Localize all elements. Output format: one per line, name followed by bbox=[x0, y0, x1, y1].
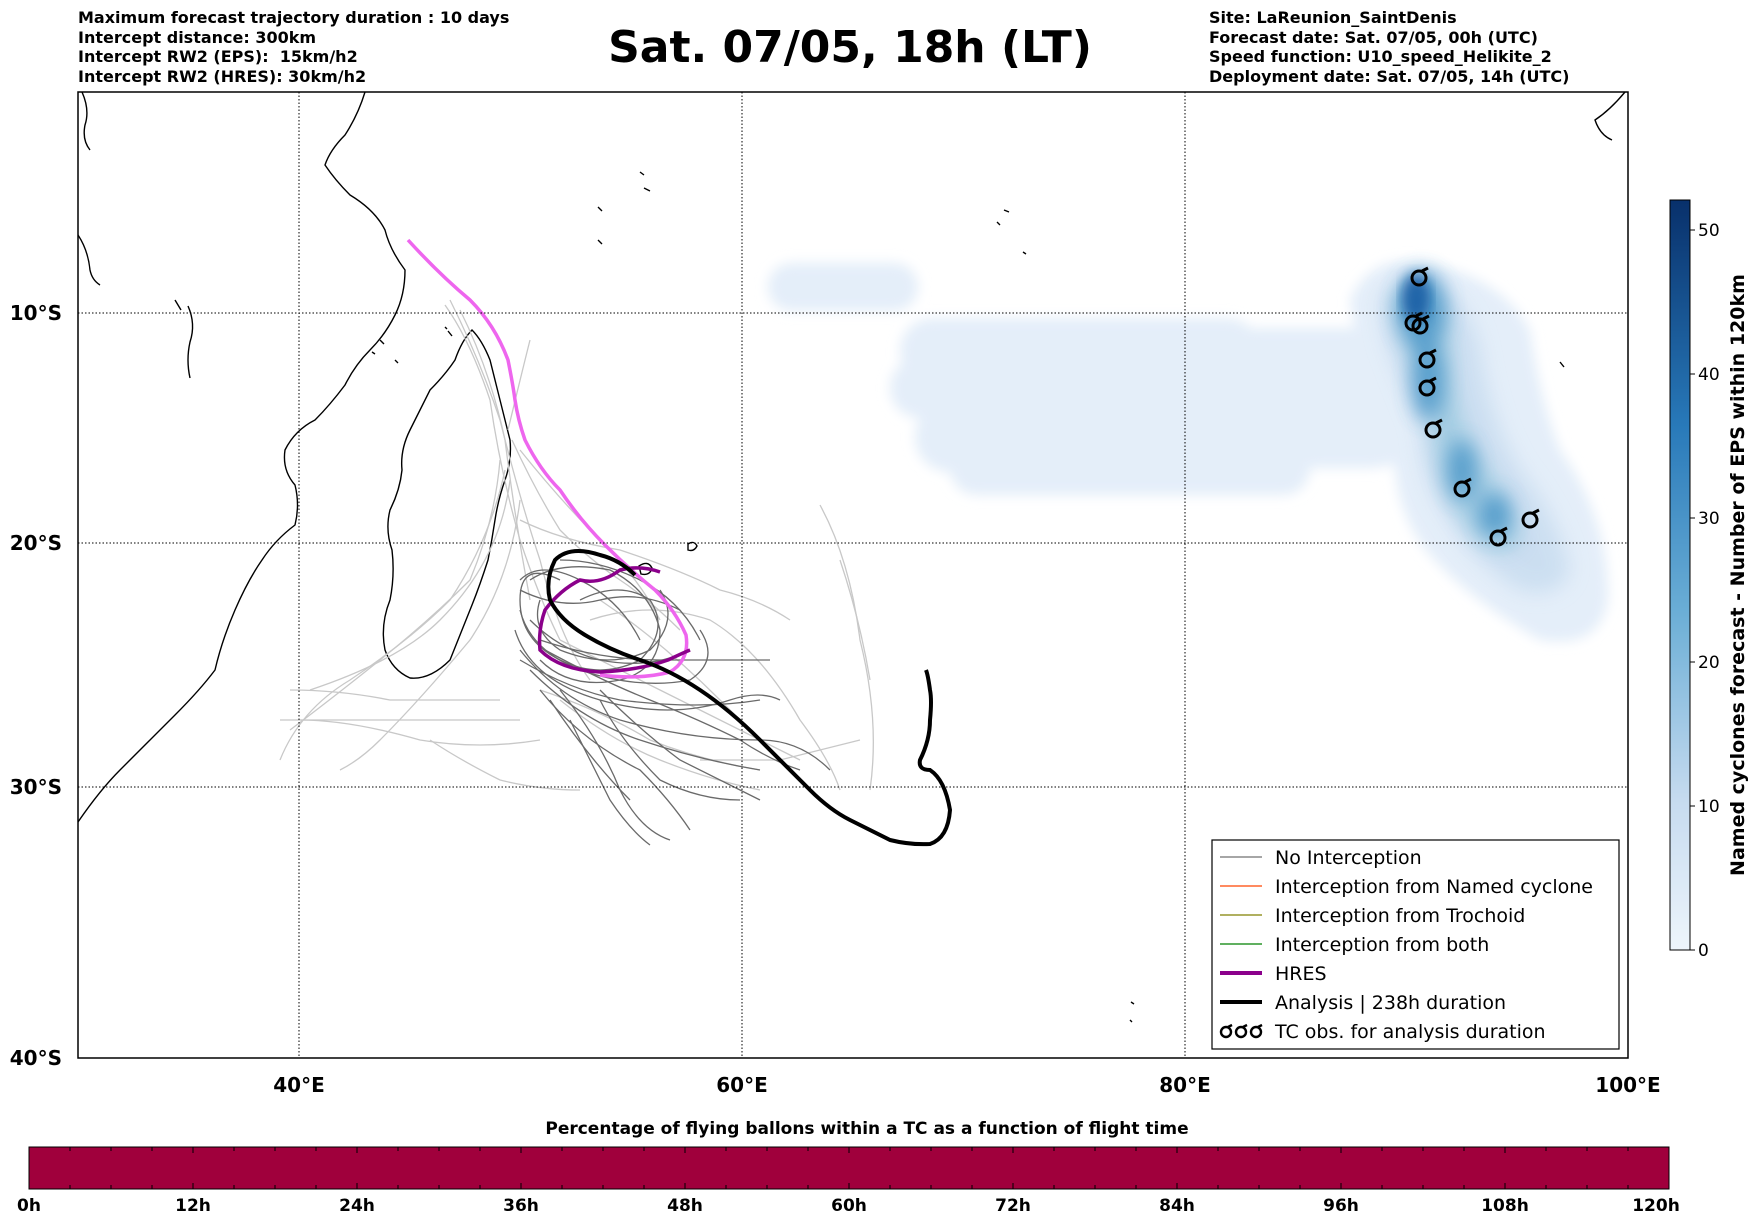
tc-obs-marker bbox=[1410, 266, 1429, 287]
y-tick-label: 10°S bbox=[10, 301, 62, 325]
legend-label: Analysis | 238h duration bbox=[1275, 992, 1506, 1014]
time-bar-tick: 24h bbox=[339, 1196, 375, 1216]
time-bar-tick: 72h bbox=[995, 1196, 1031, 1216]
param-rw2-hres: Intercept RW2 (HRES): 30km/h2 bbox=[78, 66, 367, 86]
legend-label: HRES bbox=[1275, 963, 1327, 985]
map-frame bbox=[77, 91, 1629, 1059]
time-bar-tick: 96h bbox=[1323, 1196, 1359, 1216]
time-bar: Percentage of flying ballons within a TC… bbox=[17, 1119, 1680, 1216]
colorbar-tick: 10 bbox=[1698, 797, 1720, 817]
hres-track-initial bbox=[406, 238, 689, 679]
time-bar-tick: 60h bbox=[831, 1196, 867, 1216]
speed-function: Speed function: U10_speed_Helikite_2 bbox=[1209, 47, 1552, 66]
legend-tc-symbol-icon bbox=[1219, 1023, 1263, 1039]
colorbar-label: Named cyclones forecast - Number of EPS … bbox=[1727, 274, 1749, 876]
time-bar-title: Percentage of flying ballons within a TC… bbox=[545, 1119, 1188, 1139]
coastlines bbox=[78, 92, 1626, 1023]
time-bar-fill bbox=[28, 1146, 1670, 1190]
time-bar-tick: 0h bbox=[17, 1196, 41, 1216]
hres-track bbox=[537, 566, 691, 674]
tc-obs-marker bbox=[1521, 508, 1540, 529]
tc-obs-marker bbox=[1411, 314, 1430, 335]
legend: No Interception Interception from Named … bbox=[1211, 839, 1620, 1050]
x-tick-label: 80°E bbox=[1159, 1073, 1211, 1097]
colorbar-tick: 0 bbox=[1698, 941, 1709, 961]
y-tick-label: 40°S bbox=[10, 1046, 62, 1070]
graticule bbox=[78, 92, 1628, 1058]
time-bar-tick: 12h bbox=[175, 1196, 211, 1216]
eps-tracks-light bbox=[279, 299, 874, 791]
x-tick-label: 60°E bbox=[716, 1073, 768, 1097]
tc-observations bbox=[1404, 266, 1540, 547]
time-bar-tick: 108h bbox=[1481, 1196, 1529, 1216]
y-tick-label: 20°S bbox=[10, 531, 62, 555]
tc-obs-marker bbox=[1418, 376, 1437, 397]
legend-label: Interception from Named cyclone bbox=[1275, 876, 1593, 898]
x-tick-label: 100°E bbox=[1595, 1073, 1660, 1097]
y-tick-label: 30°S bbox=[10, 775, 62, 799]
legend-label: Interception from both bbox=[1275, 934, 1489, 956]
run-parameters: Maximum forecast trajectory duration : 1… bbox=[78, 8, 509, 86]
tc-obs-marker bbox=[1453, 477, 1472, 498]
eps-density-field bbox=[768, 261, 1609, 642]
eps-tracks-dark bbox=[514, 559, 831, 846]
legend-label: No Interception bbox=[1275, 847, 1422, 869]
deployment-date: Deployment date: Sat. 07/05, 14h (UTC) bbox=[1209, 66, 1570, 86]
x-tick-label: 40°E bbox=[273, 1073, 325, 1097]
colorbar-tick: 30 bbox=[1698, 509, 1720, 529]
colorbar-tick: 20 bbox=[1698, 653, 1720, 673]
time-bar-tick: 48h bbox=[667, 1196, 703, 1216]
page-title: Sat. 07/05, 18h (LT) bbox=[608, 22, 1092, 73]
colorbar-tick: 40 bbox=[1698, 365, 1720, 385]
time-bar-tick: 84h bbox=[1159, 1196, 1195, 1216]
tc-obs-marker bbox=[1418, 348, 1437, 369]
param-duration: Maximum forecast trajectory duration : 1… bbox=[78, 8, 510, 27]
param-rw2-eps: Intercept RW2 (EPS): 15km/h2 bbox=[78, 47, 358, 66]
legend-label: Interception from Trochoid bbox=[1275, 905, 1525, 927]
colorbar-tick: 50 bbox=[1698, 221, 1720, 241]
tc-obs-marker bbox=[1424, 418, 1443, 439]
legend-label: TC obs. for analysis duration bbox=[1274, 1021, 1546, 1043]
site-name: Site: LaReunion_SaintDenis bbox=[1209, 8, 1457, 27]
colorbar: 0 10 20 30 40 50 Named cyclones forecast… bbox=[1669, 199, 1749, 961]
forecast-date: Forecast date: Sat. 07/05, 00h (UTC) bbox=[1209, 27, 1538, 47]
analysis-track bbox=[546, 549, 953, 847]
param-intercept-distance: Intercept distance: 300km bbox=[78, 27, 317, 47]
tc-obs-marker bbox=[1489, 526, 1508, 547]
time-bar-tick: 120h bbox=[1632, 1196, 1680, 1216]
site-info: Site: LaReunion_SaintDenis Forecast date… bbox=[1209, 8, 1569, 86]
time-bar-tick: 36h bbox=[503, 1196, 539, 1216]
